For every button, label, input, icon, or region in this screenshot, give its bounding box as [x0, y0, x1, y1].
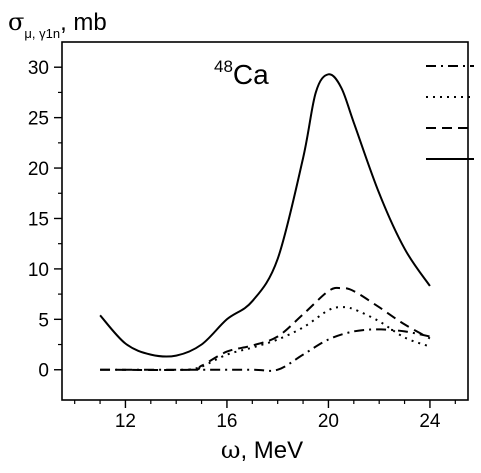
- series-layer: [99, 73, 431, 372]
- y-axis-symbol: σ: [8, 8, 24, 36]
- nucleus-mass-number: 48: [214, 57, 233, 76]
- plot-frame: [61, 41, 469, 401]
- y-axis-unit: , mb: [60, 9, 107, 36]
- series-line-dashed: [100, 286, 431, 372]
- nucleus-element: Ca: [233, 59, 269, 90]
- nucleus-annotation: 48Ca: [214, 57, 269, 90]
- y-axis-title: σμ, γ1n, mb: [8, 8, 107, 41]
- x-tick-label: 12: [115, 411, 136, 432]
- y-tick-label: 15: [28, 209, 49, 230]
- y-tick-label: 5: [38, 310, 49, 331]
- y-tick-label: 25: [28, 109, 49, 130]
- x-axis-title: ω, MeV: [221, 436, 303, 464]
- x-tick-label: 20: [318, 411, 339, 432]
- y-axis-subscript: μ, γ1n: [24, 26, 60, 41]
- x-axis-symbol: ω: [221, 436, 241, 464]
- legend: [426, 65, 474, 160]
- series-line-dashdot: [100, 328, 431, 372]
- x-axis-unit: , MeV: [240, 437, 303, 464]
- x-tick-label: 16: [216, 411, 237, 432]
- y-tick-label: 30: [28, 58, 49, 79]
- y-tick-label: 0: [38, 361, 49, 382]
- y-tick-label: 10: [28, 260, 49, 281]
- axes: 12 16 20 24 0 5 10 15 20 25 30: [28, 41, 469, 432]
- y-tick-label: 20: [28, 159, 49, 180]
- series-line-solid: [99, 73, 431, 358]
- x-tick-label: 24: [419, 411, 441, 432]
